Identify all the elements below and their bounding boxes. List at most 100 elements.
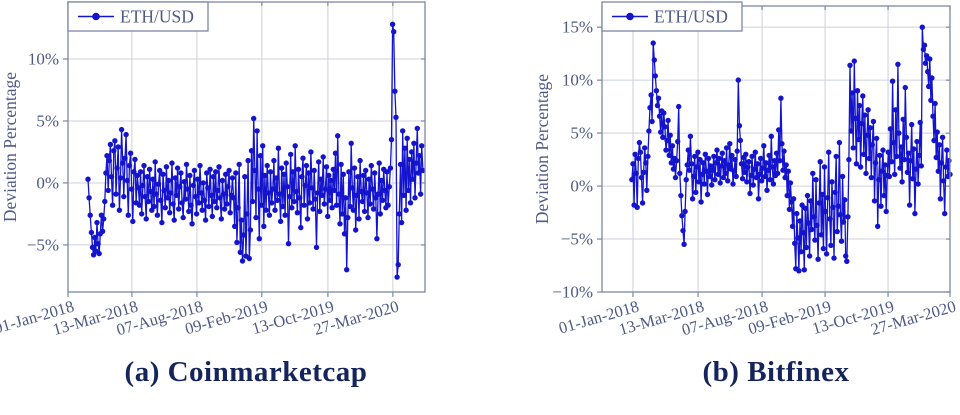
data-point [320, 154, 326, 160]
data-point [681, 241, 687, 247]
data-point [391, 29, 397, 35]
data-point [127, 150, 134, 156]
data-point [339, 211, 345, 217]
data-point [922, 60, 929, 66]
data-point [668, 160, 674, 166]
data-point [721, 158, 728, 164]
data-point [193, 211, 200, 217]
data-point [662, 124, 668, 130]
data-point [878, 203, 884, 209]
data-point [928, 97, 934, 104]
data-point [717, 180, 723, 186]
data-point [265, 190, 271, 196]
data-point [771, 158, 778, 164]
plot-border [67, 1, 426, 293]
data-point [236, 161, 242, 168]
data-point [861, 151, 867, 157]
data-point [652, 73, 658, 79]
data-point [313, 244, 320, 251]
data-point [176, 206, 182, 212]
data-point [368, 162, 374, 169]
data-point [798, 249, 804, 255]
data-point [400, 128, 406, 134]
data-point [271, 157, 277, 164]
data-point [739, 176, 746, 182]
data-point [277, 218, 284, 225]
data-point [773, 150, 780, 156]
data-point [679, 213, 685, 219]
data-point [85, 176, 91, 182]
data-point [759, 178, 765, 184]
data-point [410, 176, 416, 182]
data-point [237, 249, 243, 255]
data-point [860, 93, 866, 99]
data-point [828, 242, 834, 249]
data-point [731, 168, 737, 174]
data-point [746, 159, 752, 165]
data-point [403, 207, 409, 213]
data-point [376, 160, 382, 166]
data-point [168, 190, 174, 196]
data-point [206, 203, 212, 210]
data-point [318, 176, 324, 182]
data-point [883, 208, 889, 215]
data-point [836, 139, 843, 146]
y-axis-tick-label: 0% [36, 173, 59, 192]
data-point [347, 203, 353, 210]
data-point [864, 132, 870, 138]
data-point [853, 161, 860, 167]
data-point [158, 197, 164, 203]
data-point [936, 142, 943, 148]
data-point [944, 147, 950, 153]
data-point [143, 216, 149, 222]
data-point [933, 154, 939, 161]
data-point [906, 202, 913, 208]
data-point [389, 21, 396, 27]
data-point [245, 157, 251, 164]
y-axis-tick-label: 10% [28, 50, 59, 69]
data-point [355, 174, 361, 180]
data-point [135, 185, 142, 191]
data-point [823, 251, 830, 257]
data-point [329, 205, 335, 211]
data-point [321, 201, 327, 207]
data-point [888, 159, 895, 165]
data-point [312, 196, 318, 202]
data-point [800, 230, 806, 236]
data-point [805, 220, 812, 226]
data-point [122, 155, 128, 161]
data-point [701, 181, 707, 187]
data-point [929, 75, 935, 81]
data-point [872, 160, 879, 166]
data-point [885, 149, 891, 155]
data-point [141, 162, 147, 169]
data-point [357, 157, 363, 164]
data-point [229, 175, 236, 181]
data-point [152, 159, 158, 165]
data-point [136, 202, 143, 208]
data-point [680, 227, 686, 234]
data-point [670, 166, 677, 172]
data-point [832, 189, 838, 196]
data-point [249, 198, 256, 205]
data-point [890, 139, 897, 146]
data-point [291, 198, 297, 205]
data-point [785, 168, 791, 174]
data-point [676, 103, 682, 110]
data-point [145, 198, 152, 205]
data-point [266, 212, 273, 218]
data-point [187, 172, 193, 179]
data-point [775, 170, 781, 177]
data-point [121, 193, 127, 200]
data-point [137, 169, 144, 175]
data-point [392, 88, 398, 94]
data-point [117, 175, 124, 181]
data-point [341, 231, 348, 237]
data-point [331, 187, 338, 194]
data-point [770, 181, 777, 187]
data-point [153, 191, 159, 197]
data-point [940, 178, 947, 184]
data-point [786, 206, 793, 213]
data-point [417, 191, 424, 197]
data-point [768, 133, 774, 139]
